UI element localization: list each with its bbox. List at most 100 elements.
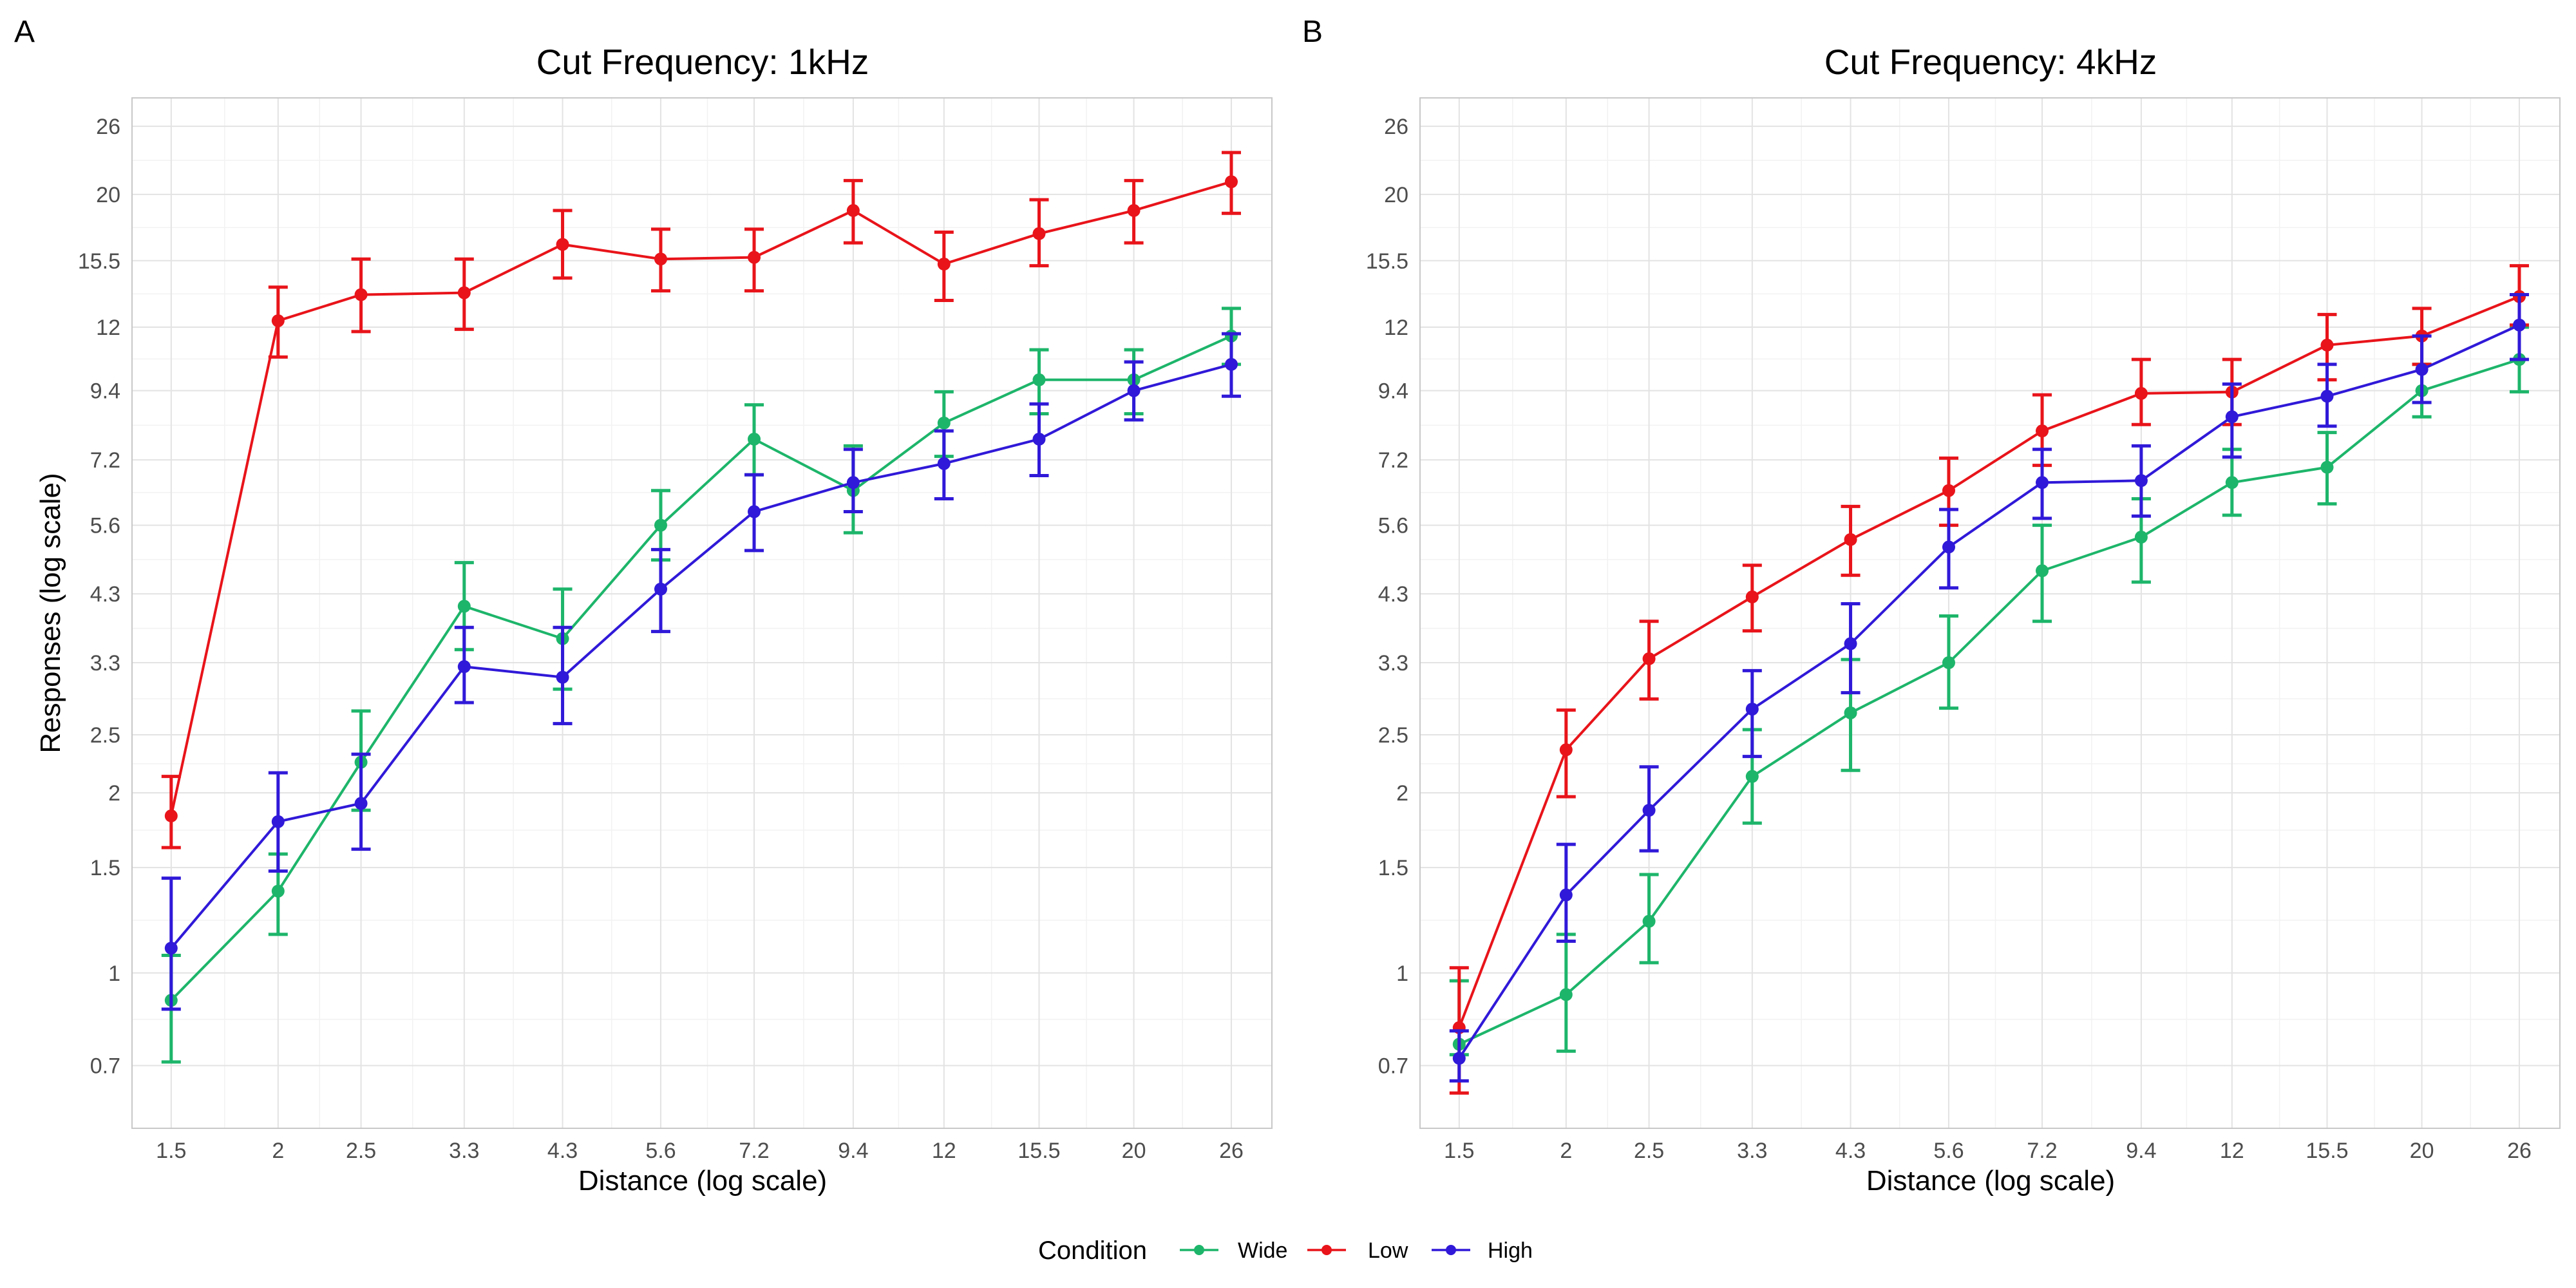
data-point-high xyxy=(1942,540,1955,554)
data-point-low xyxy=(748,251,761,264)
y-tick-label: 26 xyxy=(1384,115,1408,139)
series-a xyxy=(161,151,1241,1064)
legend-swatch-dot-low xyxy=(1321,1245,1332,1255)
legend-swatch-dot-high xyxy=(1446,1245,1456,1255)
data-point-wide xyxy=(1032,373,1046,386)
x-tick-label: 9.4 xyxy=(2126,1139,2156,1163)
data-point-high xyxy=(1745,703,1759,716)
series-high xyxy=(161,332,1241,1011)
panel-title-a: Cut Frequency: 1kHz xyxy=(536,42,869,82)
x-tick-label: 7.2 xyxy=(739,1139,769,1163)
legend: Condition Wide Low High xyxy=(1038,1236,1533,1265)
x-tick-label: 1.5 xyxy=(1444,1139,1474,1163)
x-tick-label: 7.2 xyxy=(2027,1139,2057,1163)
y-tick-label: 2 xyxy=(108,781,120,806)
x-tick-label: 4.3 xyxy=(547,1139,578,1163)
data-point-high xyxy=(2225,410,2239,424)
panel-a: A Cut Frequency: 1kHz 1.5 2 2.5 3.3 4.3 5.6 7.… xyxy=(14,15,1273,1197)
x-tick-label: 12 xyxy=(932,1139,956,1163)
series-low xyxy=(161,151,1241,849)
x-tick-label: 2 xyxy=(1560,1139,1572,1163)
x-axis-title-b: Distance (log scale) xyxy=(1866,1165,2115,1197)
y-tick-label: 12 xyxy=(1384,316,1408,340)
x-tick-label: 9.4 xyxy=(838,1139,868,1163)
y-axis-title-a: Responses (log scale) xyxy=(35,473,66,753)
data-point-high xyxy=(2036,476,2049,489)
data-point-low xyxy=(457,286,471,299)
panel-b: B Cut Frequency: 4kHz 1.5 2 2.5 3.3 4.3 5.6 7.… xyxy=(1302,15,2561,1197)
data-point-low xyxy=(556,238,569,251)
x-tick-label: 2.5 xyxy=(1634,1139,1664,1163)
legend-swatch-dot-wide xyxy=(1194,1245,1204,1255)
data-point-high xyxy=(1452,1052,1466,1065)
y-tick-labels-a: 0.7 1 1.5 2 2.5 3.3 4.3 5.6 7.2 9.4 12 15.5 20 26 xyxy=(78,115,120,1079)
gridlines-b xyxy=(1420,98,2560,1128)
data-point-low xyxy=(1559,743,1573,757)
data-point-high xyxy=(2320,390,2334,403)
x-tick-label: 20 xyxy=(2410,1139,2434,1163)
gridlines-a xyxy=(132,98,1272,1128)
data-point-high xyxy=(654,582,667,596)
data-point-low xyxy=(271,314,285,328)
y-tick-label: 7.2 xyxy=(1378,448,1408,473)
data-point-wide xyxy=(1942,656,1955,669)
data-point-high xyxy=(1032,432,1046,446)
data-point-low xyxy=(164,809,178,822)
x-tick-label: 12 xyxy=(2220,1139,2244,1163)
data-point-wide xyxy=(2134,531,2148,544)
y-tick-label: 3.3 xyxy=(90,651,120,676)
y-tick-label: 12 xyxy=(96,316,120,340)
x-tick-label: 15.5 xyxy=(1018,1139,1060,1163)
y-tick-label: 20 xyxy=(96,183,120,207)
data-point-wide xyxy=(748,432,761,446)
panel-letter-a: A xyxy=(14,15,35,49)
data-point-high xyxy=(1127,384,1141,397)
series-b xyxy=(1449,264,2529,1095)
data-point-low xyxy=(1745,590,1759,603)
data-point-wide xyxy=(654,518,667,532)
x-tick-label: 5.6 xyxy=(645,1139,676,1163)
y-tick-label: 0.7 xyxy=(1378,1054,1408,1079)
y-tick-label: 1 xyxy=(1396,961,1408,986)
y-tick-label: 1 xyxy=(108,961,120,986)
data-point-high xyxy=(1844,637,1857,650)
legend-label-high: High xyxy=(1488,1238,1533,1263)
data-point-wide xyxy=(1745,770,1759,783)
data-point-low xyxy=(1642,652,1656,665)
data-point-low xyxy=(1224,175,1238,189)
y-tick-label: 20 xyxy=(1384,183,1408,207)
data-point-low xyxy=(846,204,860,217)
data-point-high xyxy=(271,815,285,828)
legend-item-high: High xyxy=(1432,1238,1533,1263)
x-tick-label: 20 xyxy=(1122,1139,1146,1163)
x-tick-label: 2.5 xyxy=(346,1139,376,1163)
y-tick-label: 15.5 xyxy=(78,249,120,274)
data-point-high xyxy=(164,942,178,955)
legend-title: Condition xyxy=(1038,1236,1147,1265)
y-tick-label: 3.3 xyxy=(1378,651,1408,676)
y-tick-label: 4.3 xyxy=(90,582,120,607)
legend-item-low: Low xyxy=(1307,1238,1408,1263)
y-tick-label: 2.5 xyxy=(1378,723,1408,748)
data-point-wide xyxy=(2036,564,2049,578)
y-tick-label: 0.7 xyxy=(90,1054,120,1079)
series-line-high xyxy=(1458,323,2520,1059)
x-tick-labels-b: 1.5 2 2.5 3.3 4.3 5.6 7.2 9.4 12 15.5 20 26 xyxy=(1444,1139,2532,1163)
data-point-wide xyxy=(2320,460,2334,474)
data-point-high xyxy=(556,670,569,684)
y-tick-label: 5.6 xyxy=(90,514,120,538)
data-point-low xyxy=(1844,533,1857,546)
data-point-wide xyxy=(271,884,285,898)
x-tick-label: 15.5 xyxy=(2306,1139,2348,1163)
data-point-wide xyxy=(1559,988,1573,1001)
data-point-high xyxy=(2134,474,2148,488)
x-tick-label: 3.3 xyxy=(449,1139,479,1163)
plot-border-a xyxy=(131,97,1273,1129)
plot-border-b xyxy=(1419,97,2561,1129)
data-point-high xyxy=(2512,318,2526,332)
data-point-high xyxy=(1224,357,1238,371)
series-line-low xyxy=(169,180,1232,817)
y-tick-label: 1.5 xyxy=(90,856,120,880)
data-point-low xyxy=(1032,227,1046,240)
